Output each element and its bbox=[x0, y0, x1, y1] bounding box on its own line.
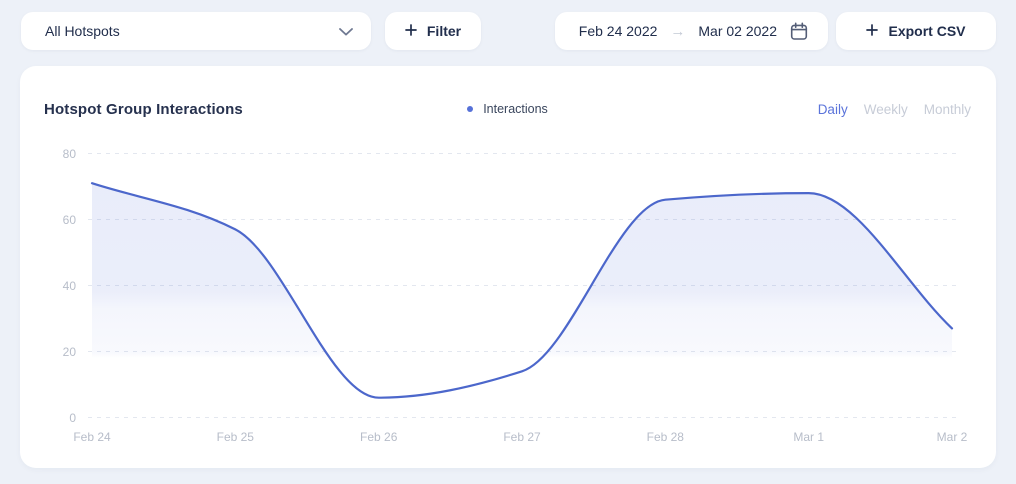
chart-title: Hotspot Group Interactions bbox=[44, 100, 243, 118]
x-tick-label: Mar 1 bbox=[793, 430, 824, 444]
plus-icon bbox=[866, 23, 879, 39]
x-tick-label: Feb 26 bbox=[360, 430, 398, 444]
date-range-picker[interactable]: Feb 24 2022 → Mar 02 2022 bbox=[554, 12, 828, 50]
interactions-line bbox=[90, 182, 954, 399]
area-fill bbox=[92, 183, 952, 418]
legend-label: Interactions bbox=[483, 102, 548, 116]
y-tick-label: 80 bbox=[63, 147, 77, 161]
hotspot-select-value: All Hotspots bbox=[45, 23, 120, 39]
tab-daily[interactable]: Daily bbox=[817, 101, 848, 117]
y-tick-label: 0 bbox=[69, 411, 76, 425]
export-csv-button[interactable]: Export CSV bbox=[836, 12, 996, 50]
legend-dot-icon bbox=[467, 106, 474, 112]
filter-button-label: Filter bbox=[426, 23, 462, 39]
x-tick-label: Mar 2 bbox=[937, 430, 968, 444]
y-tick-label: 40 bbox=[63, 279, 77, 293]
legend: Interactions bbox=[467, 102, 548, 116]
interactions-chart: 0 20 40 60 80 Feb 24 Feb 25 Feb 26 Feb 27 Feb 28 M… bbox=[63, 147, 968, 444]
x-tick-label: Feb 24 bbox=[73, 430, 111, 444]
calendar-icon bbox=[790, 22, 808, 41]
filter-button[interactable]: Filter bbox=[385, 12, 481, 50]
chevron-down-icon bbox=[339, 23, 353, 39]
tab-monthly[interactable]: Monthly bbox=[923, 101, 971, 117]
range-tabs: Daily Weekly Monthly bbox=[548, 102, 971, 117]
plus-icon bbox=[405, 23, 417, 39]
date-range-end: Mar 02 2022 bbox=[698, 23, 777, 39]
x-tick-label: Feb 28 bbox=[647, 430, 685, 444]
export-csv-label: Export CSV bbox=[888, 23, 966, 39]
x-tick-label: Feb 27 bbox=[503, 430, 541, 444]
chart-card: Hotspot Group Interactions Interactions … bbox=[20, 66, 996, 468]
toolbar: All Hotspots Filter Feb 24 2022 → Mar 02… bbox=[21, 12, 996, 50]
tab-weekly[interactable]: Weekly bbox=[863, 101, 908, 117]
hotspot-select[interactable]: All Hotspots bbox=[21, 12, 371, 50]
chart-card-header: Hotspot Group Interactions Interactions … bbox=[20, 66, 996, 128]
y-tick-label: 20 bbox=[63, 345, 77, 359]
x-tick-label: Feb 25 bbox=[217, 430, 255, 444]
y-tick-label: 60 bbox=[63, 213, 77, 227]
date-range-start: Feb 24 2022 bbox=[578, 23, 658, 39]
arrow-right-icon: → bbox=[670, 22, 686, 40]
